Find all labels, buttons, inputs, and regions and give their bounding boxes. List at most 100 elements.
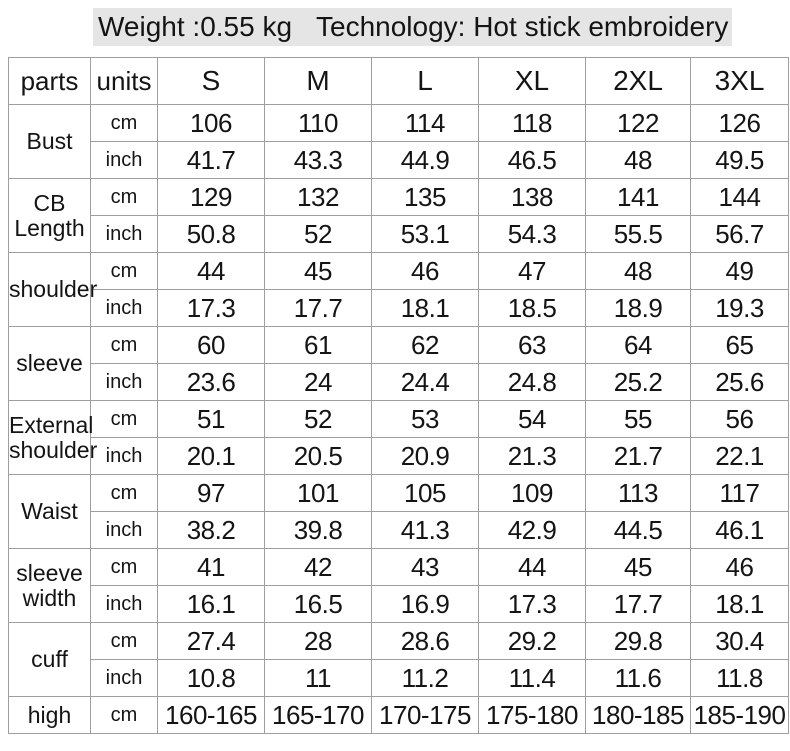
unit-label: cm <box>90 104 158 142</box>
weight-label: Weight :0.55 kg <box>98 11 293 42</box>
size-value-cell: 24.4 <box>371 363 479 401</box>
size-value-cell: 11.4 <box>478 659 586 697</box>
size-value-cell: 25.6 <box>690 363 789 401</box>
size-value-cell: 11.6 <box>585 659 691 697</box>
size-value-cell: 109 <box>478 474 586 512</box>
part-label-external-shoulder: External shoulder <box>8 400 97 475</box>
size-value-cell: 105 <box>371 474 479 512</box>
unit-label: inch <box>90 215 158 253</box>
size-value-cell: 16.5 <box>264 585 372 623</box>
size-value-cell: 16.9 <box>371 585 479 623</box>
size-value-cell: 132 <box>264 178 372 216</box>
part-label-waist: Waist <box>8 474 91 549</box>
size-value-cell: 46.1 <box>690 511 789 549</box>
size-value-cell: 106 <box>157 104 265 142</box>
size-value-cell: 43 <box>371 548 479 586</box>
size-value-cell: 44 <box>478 548 586 586</box>
size-value-cell: 41 <box>157 548 265 586</box>
size-value-cell: 117 <box>690 474 789 512</box>
size-value-cell: 23.6 <box>157 363 265 401</box>
unit-label: cm <box>90 326 158 364</box>
size-value-cell: 47 <box>478 252 586 290</box>
size-value-cell: 52 <box>264 400 372 438</box>
size-value-cell: 56.7 <box>690 215 789 253</box>
technology-label: Technology: Hot stick embroidery <box>316 11 729 42</box>
size-value-cell: 65 <box>690 326 789 364</box>
table-row: sleeve width cm 41 42 43 44 45 46 <box>8 548 789 623</box>
unit-label: inch <box>90 659 158 697</box>
table-row: shoulder cm 44 45 46 47 48 49 <box>8 252 789 327</box>
size-value-cell: 18.1 <box>690 585 789 623</box>
size-value-cell: 17.7 <box>264 289 372 327</box>
size-value-cell: 20.5 <box>264 437 372 475</box>
unit-label: inch <box>90 363 158 401</box>
size-value-cell: 110 <box>264 104 372 142</box>
size-value-cell: 21.7 <box>585 437 691 475</box>
size-value-cell: 20.1 <box>157 437 265 475</box>
size-value-cell: 63 <box>478 326 586 364</box>
size-value-cell: 28 <box>264 622 372 660</box>
size-value-cell: 53.1 <box>371 215 479 253</box>
size-value-cell: 175-180 <box>478 696 586 734</box>
size-value-cell: 42 <box>264 548 372 586</box>
size-value-cell: 180-185 <box>585 696 691 734</box>
size-value-cell: 56 <box>690 400 789 438</box>
size-value-cell: 45 <box>264 252 372 290</box>
part-label-cb-length: CB Length <box>8 178 91 253</box>
size-value-cell: 41.7 <box>157 141 265 179</box>
size-value-cell: 19.3 <box>690 289 789 327</box>
size-value-cell: 55.5 <box>585 215 691 253</box>
unit-label: cm <box>90 696 158 734</box>
column-header-m: M <box>264 57 372 105</box>
size-value-cell: 97 <box>157 474 265 512</box>
size-value-cell: 17.3 <box>157 289 265 327</box>
size-value-cell: 61 <box>264 326 372 364</box>
unit-label: cm <box>90 622 158 660</box>
column-header-xl: XL <box>478 57 586 105</box>
table-row: External shoulder cm 51 52 53 54 55 56 <box>8 400 789 475</box>
table-row: Bust cm 106 110 114 118 122 126 <box>8 104 789 179</box>
size-value-cell: 17.3 <box>478 585 586 623</box>
size-value-cell: 20.9 <box>371 437 479 475</box>
size-value-cell: 52 <box>264 215 372 253</box>
size-value-cell: 144 <box>690 178 789 216</box>
table-row: inch 50.8 52 53.1 54.3 55.5 56.7 <box>9 215 789 253</box>
column-header-s: S <box>157 57 265 105</box>
size-value-cell: 55 <box>585 400 691 438</box>
size-value-cell: 25.2 <box>585 363 691 401</box>
size-value-cell: 18.1 <box>371 289 479 327</box>
size-value-cell: 29.8 <box>585 622 691 660</box>
size-value-cell: 45 <box>585 548 691 586</box>
part-label-sleeve: sleeve <box>8 326 91 401</box>
size-value-cell: 39.8 <box>264 511 372 549</box>
size-value-cell: 54.3 <box>478 215 586 253</box>
table-row: inch 23.6 24 24.4 24.8 25.2 25.6 <box>9 363 789 401</box>
size-value-cell: 54 <box>478 400 586 438</box>
size-value-cell: 10.8 <box>157 659 265 697</box>
size-value-cell: 29.2 <box>478 622 586 660</box>
size-value-cell: 16.1 <box>157 585 265 623</box>
size-value-cell: 53 <box>371 400 479 438</box>
size-value-cell: 24.8 <box>478 363 586 401</box>
size-value-cell: 101 <box>264 474 372 512</box>
size-value-cell: 27.4 <box>157 622 265 660</box>
unit-label: cm <box>90 548 158 586</box>
size-value-cell: 160-165 <box>157 696 265 734</box>
size-value-cell: 11.2 <box>371 659 479 697</box>
size-value-cell: 44 <box>157 252 265 290</box>
part-label-high: high <box>8 696 91 734</box>
size-value-cell: 44.9 <box>371 141 479 179</box>
size-value-cell: 49 <box>690 252 789 290</box>
size-value-cell: 113 <box>585 474 691 512</box>
part-label-sleeve-width: sleeve width <box>8 548 91 623</box>
unit-label: inch <box>90 585 158 623</box>
size-value-cell: 18.9 <box>585 289 691 327</box>
size-value-cell: 60 <box>157 326 265 364</box>
size-value-cell: 11.8 <box>690 659 789 697</box>
size-value-cell: 24 <box>264 363 372 401</box>
size-value-cell: 185-190 <box>690 696 789 734</box>
unit-label: inch <box>90 289 158 327</box>
table-header-row: parts units S M L XL 2XL 3XL <box>8 57 789 105</box>
part-label-shoulder: shoulder <box>8 252 97 327</box>
size-value-cell: 135 <box>371 178 479 216</box>
